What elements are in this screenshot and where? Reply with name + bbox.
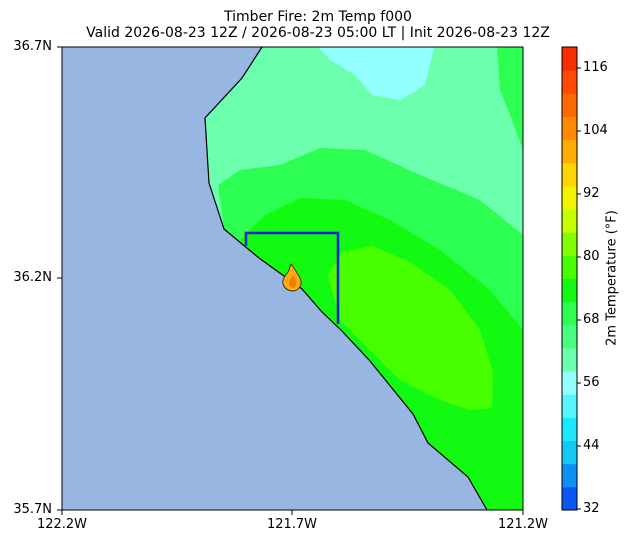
- colorbar-segment: [562, 324, 577, 349]
- colorbar-segment: [562, 139, 577, 164]
- map-title-line1: Timber Fire: 2m Temp f000: [224, 9, 412, 25]
- colorbar-segment: [562, 93, 577, 117]
- colorbar-segment: [562, 440, 577, 465]
- colorbar-tick-label: 44: [583, 438, 600, 453]
- colorbar-segment: [562, 255, 577, 279]
- colorbar-segment: [562, 278, 577, 303]
- colorbar-tick-label: 68: [583, 312, 600, 327]
- lon-tick-label: 121.7W: [266, 517, 318, 532]
- temp-contour-62-ne: [497, 47, 523, 150]
- colorbar-segment: [562, 347, 577, 372]
- fire-icon: [282, 263, 302, 292]
- subdomain-box: [244, 231, 340, 324]
- colorbar-tick-label: 92: [583, 186, 600, 201]
- temp-contour-53: [318, 47, 434, 100]
- colorbar-segment: [562, 394, 577, 418]
- colorbar-segment: [562, 47, 577, 71]
- colorbar-tick-label: 32: [583, 501, 600, 516]
- colorbar-segment: [562, 185, 577, 210]
- colorbar-tick-label: 116: [583, 60, 608, 75]
- colorbar-segment: [562, 463, 577, 488]
- colorbar-label: 2m Temperature (°F): [604, 210, 620, 346]
- lat-tick-label: 36.2N: [13, 270, 52, 285]
- temp-contour-70: [328, 246, 493, 410]
- colorbar-segment: [562, 70, 577, 94]
- lat-tick-label: 35.7N: [13, 502, 52, 517]
- coastline: [204, 47, 488, 510]
- colorbar-segment: [562, 486, 577, 511]
- colorbar-tick-label: 104: [583, 123, 608, 138]
- lat-tick-label: 36.7N: [13, 39, 52, 54]
- lon-tick-label: 121.2W: [497, 517, 549, 532]
- colorbar-segment: [562, 116, 577, 141]
- colorbar: [562, 47, 577, 511]
- colorbar-segment: [562, 232, 577, 256]
- colorbar-segment: [562, 417, 577, 442]
- colorbar-frame: [561, 46, 578, 511]
- colorbar-segment: [562, 209, 577, 233]
- colorbar-tick-label: 56: [583, 375, 600, 390]
- colorbar-segment: [562, 371, 577, 395]
- lon-tick-label: 122.2W: [36, 517, 88, 532]
- colorbar-segment: [562, 162, 577, 187]
- colorbar-tick-label: 80: [583, 249, 600, 264]
- colorbar-segment: [562, 301, 577, 326]
- map-title-line2: Valid 2026-08-23 12Z / 2026-08-23 05:00 …: [86, 25, 550, 41]
